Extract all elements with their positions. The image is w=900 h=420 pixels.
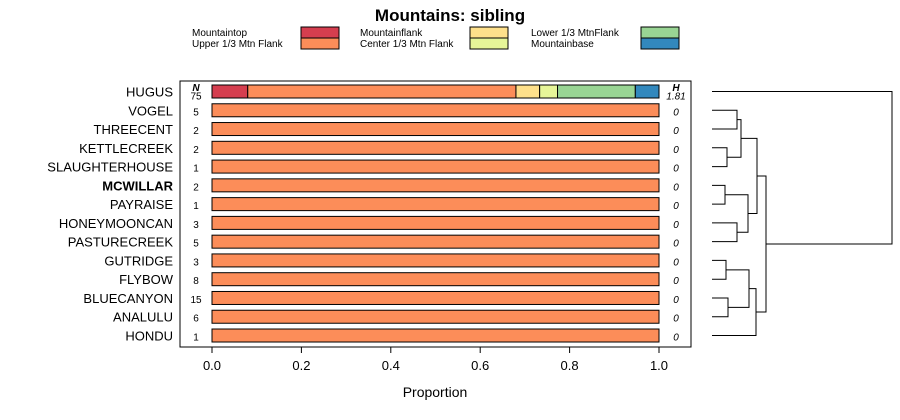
bar-kettlecreek-upper	[211, 140, 660, 155]
n-value-pasturecreek: 5	[193, 239, 199, 250]
row-label-hugus: HUGUS	[126, 85, 173, 100]
row-label-payraise: PAYRAISE	[110, 197, 173, 212]
h-value-payraise: 0	[673, 201, 679, 212]
n-value-vogel: 5	[193, 107, 199, 118]
dendro-link-3	[712, 184, 726, 205]
dendrogram	[712, 91, 893, 337]
row-label-honeymooncan: HONEYMOONCAN	[59, 216, 173, 231]
row-label-kettlecreek: KETTLECREEK	[79, 141, 173, 156]
h-value-bluecanyon: 0	[673, 295, 679, 306]
n-value-hondu: 1	[193, 333, 199, 344]
n-column-header: N	[192, 83, 200, 94]
legend-swatch-mountaintop	[300, 26, 340, 39]
row-label-vogel: VOGEL	[128, 103, 173, 118]
bar-slaughterhouse-upper	[211, 159, 660, 174]
x-tick-label-0-0: 0.0	[203, 358, 221, 373]
dendro-link-9	[712, 297, 729, 318]
bar-hugus-lower	[557, 84, 636, 99]
bar-hugus-upper	[247, 84, 517, 99]
bar-threecent-upper	[211, 122, 660, 137]
legend-swatch-upper	[300, 37, 340, 50]
bar-bluecanyon-upper	[211, 290, 660, 305]
x-axis: 0.0 0.2 0.4 0.6 0.8 1.0	[203, 347, 668, 373]
legend-label-center: Center 1/3 Mtn Flank	[360, 39, 454, 50]
row-label-flybow: FLYBOW	[119, 272, 174, 287]
legend-label-upper: Upper 1/3 Mtn Flank	[192, 39, 284, 50]
n-value-payraise: 1	[193, 201, 199, 212]
h-value-gutridge: 0	[673, 257, 679, 268]
legend-label-mountaintop: Mountaintop	[192, 28, 247, 39]
n-value-flybow: 8	[193, 276, 199, 287]
legend-label-lower: Lower 1/3 MtnFlank	[531, 28, 620, 39]
x-tick-label-0-2: 0.2	[292, 358, 310, 373]
h-value-hugus: 1.81	[666, 92, 685, 103]
n-value-analulu: 6	[193, 314, 199, 325]
legend-swatch-lower	[640, 26, 680, 39]
n-value-slaughterhouse: 1	[193, 164, 199, 175]
bar-flybow-upper	[211, 272, 660, 287]
row-label-mcwillar: MCWILLAR	[102, 178, 173, 193]
bar-payraise-upper	[211, 197, 660, 212]
bar-hugus-mountainbase	[634, 84, 660, 99]
legend-swatch-mountainflank	[469, 26, 509, 39]
legend-label-mountainflank: Mountainflank	[360, 28, 423, 39]
n-value-gutridge: 3	[193, 257, 199, 268]
bar-gutridge-upper	[211, 253, 660, 268]
x-tick-label-0-8: 0.8	[561, 358, 579, 373]
plot-frame	[179, 80, 692, 348]
n-value-threecent: 2	[193, 126, 199, 137]
legend-label-mountainbase: Mountainbase	[531, 39, 594, 50]
row-label-threecent: THREECENT	[94, 122, 174, 137]
bar-analulu-upper	[211, 309, 660, 324]
row-label-hondu: HONDU	[125, 329, 173, 344]
h-value-kettlecreek: 0	[673, 145, 679, 156]
bar-vogel-upper	[211, 103, 660, 118]
row-label-analulu: ANALULU	[113, 310, 173, 325]
h-value-slaughterhouse: 0	[673, 164, 679, 175]
rows: HUGUS 75 1.81 VOGEL 5 0 THREECENT 2 0 KETTLECREEK…	[47, 84, 686, 344]
bar-hondu-upper	[211, 328, 660, 343]
h-value-threecent: 0	[673, 126, 679, 137]
legend-swatch-mountainbase	[640, 37, 680, 50]
h-value-vogel: 0	[673, 107, 679, 118]
dendro-link-8	[712, 259, 727, 280]
chart-title: Mountains: sibling	[375, 6, 525, 25]
dendro-link-1	[712, 109, 738, 130]
dendro-link-13	[712, 91, 893, 245]
bar-hugus-center	[539, 84, 559, 99]
n-value-honeymooncan: 3	[193, 220, 199, 231]
n-value-kettlecreek: 2	[193, 145, 199, 156]
x-tick-label-0-4: 0.4	[382, 358, 400, 373]
h-value-hondu: 0	[673, 333, 679, 344]
row-label-pasturecreek: PASTURECREEK	[68, 235, 174, 250]
x-tick-label-1-0: 1.0	[650, 358, 668, 373]
h-value-mcwillar: 0	[673, 182, 679, 193]
h-value-flybow: 0	[673, 276, 679, 287]
dendro-link-4	[712, 222, 738, 243]
n-value-bluecanyon: 15	[190, 295, 202, 306]
n-value-hugus: 75	[190, 92, 202, 103]
h-column-header: H	[672, 83, 680, 94]
dendro-link-10	[726, 269, 750, 308]
dendro-link-2	[712, 147, 728, 168]
dendro-link-7	[741, 137, 758, 215]
row-label-gutridge: GUTRIDGE	[104, 253, 173, 268]
x-tick-label-0-6: 0.6	[471, 358, 489, 373]
bar-hugus-mountainflank	[515, 84, 541, 99]
bar-honeymooncan-upper	[211, 215, 660, 230]
h-value-honeymooncan: 0	[673, 220, 679, 231]
bar-hugus-mountaintop	[211, 84, 249, 99]
dendro-link-6	[727, 119, 742, 158]
x-axis-title: Proportion	[403, 384, 468, 400]
h-value-pasturecreek: 0	[673, 239, 679, 250]
bar-pasturecreek-upper	[211, 234, 660, 249]
bar-mcwillar-upper	[211, 178, 660, 193]
legend-swatch-center	[469, 37, 509, 50]
row-label-slaughterhouse: SLAUGHTERHOUSE	[47, 160, 173, 175]
row-label-bluecanyon: BLUECANYON	[83, 291, 173, 306]
n-value-mcwillar: 2	[193, 182, 199, 193]
h-value-analulu: 0	[673, 314, 679, 325]
